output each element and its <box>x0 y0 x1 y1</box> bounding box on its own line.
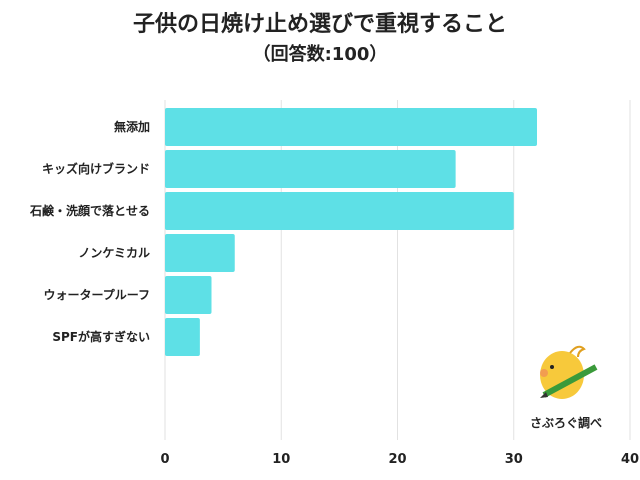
x-tick-label: 30 <box>505 452 523 467</box>
bar <box>165 192 514 230</box>
category-label: ウォータープルーフ <box>43 287 150 302</box>
chart-title: 子供の日焼け止め選びで重視すること <box>132 12 507 37</box>
watermark-text: さぶろぐ調べ <box>530 415 602 430</box>
category-label: 石鹸・洗顔で落とせる <box>29 203 150 218</box>
bar <box>165 108 537 146</box>
bar <box>165 234 235 272</box>
category-label: ノンケミカル <box>78 246 150 260</box>
bar <box>165 318 200 356</box>
x-tick-label: 20 <box>388 452 406 467</box>
mascot-logo: さぶろぐ調べ <box>530 345 602 430</box>
category-label: キッズ向けブランド <box>42 161 150 176</box>
bar <box>165 150 456 188</box>
chart-subtitle: （回答数:100） <box>252 44 388 65</box>
category-label: 無添加 <box>114 119 150 134</box>
x-tick-label: 0 <box>160 452 169 467</box>
pencil-icon <box>542 364 598 398</box>
x-tick-label: 10 <box>272 452 290 467</box>
bar <box>165 276 212 314</box>
x-tick-label: 40 <box>621 452 639 467</box>
category-label: SPFが高すぎない <box>52 329 150 344</box>
bird-body-icon <box>540 351 584 399</box>
